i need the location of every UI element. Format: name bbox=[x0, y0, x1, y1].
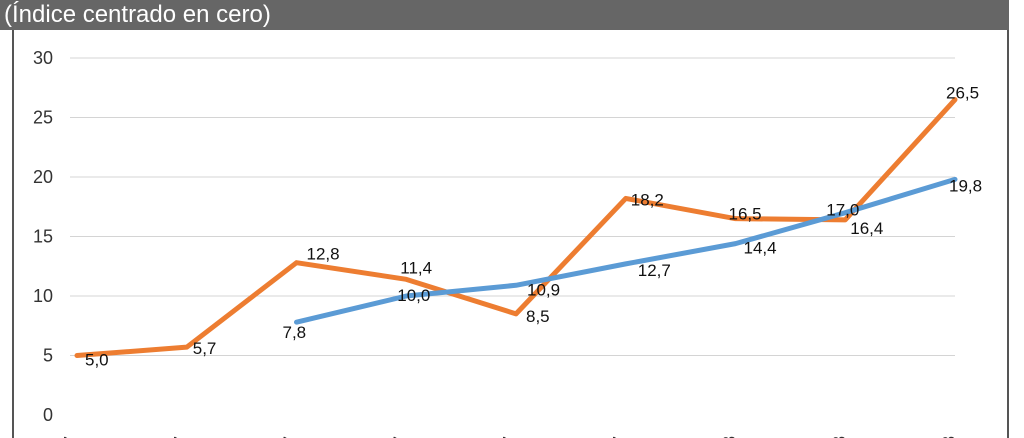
data-label: 10,0 bbox=[397, 286, 430, 305]
x-tick-label: 7 bbox=[500, 436, 520, 438]
y-tick-label: 0 bbox=[43, 405, 53, 425]
data-label: 12,7 bbox=[638, 261, 671, 280]
data-label: 7,8 bbox=[283, 323, 307, 342]
data-label: 12,8 bbox=[307, 245, 340, 264]
gridlines bbox=[70, 57, 955, 356]
data-label: 14,4 bbox=[744, 239, 777, 258]
x-tick-label: 7 bbox=[281, 436, 301, 438]
series-line-0 bbox=[74, 97, 958, 358]
x-axis-tick-labels: 7 7 7 7 7 7 8 8 8 bbox=[61, 436, 959, 438]
data-label: 16,4 bbox=[850, 219, 883, 238]
y-tick-label: 10 bbox=[33, 286, 53, 306]
data-label: 10,9 bbox=[527, 280, 560, 299]
data-label: 5,7 bbox=[193, 339, 217, 358]
data-label: 8,5 bbox=[526, 307, 550, 326]
x-tick-label: 8 bbox=[720, 436, 740, 438]
y-tick-label: 15 bbox=[33, 227, 53, 247]
x-tick-label: 8 bbox=[939, 436, 959, 438]
x-tick-label: 7 bbox=[171, 436, 191, 438]
series-line-1 bbox=[294, 176, 958, 325]
x-tick-label: 7 bbox=[390, 436, 410, 438]
data-label: 19,8 bbox=[949, 176, 982, 195]
y-tick-label: 5 bbox=[43, 346, 53, 366]
chart-title: (Índice centrado en cero) bbox=[0, 0, 1009, 30]
y-tick-label: 30 bbox=[33, 48, 53, 68]
y-axis-tick-labels: 0 5 10 15 20 25 30 bbox=[33, 48, 53, 425]
series-lines bbox=[74, 97, 958, 358]
y-tick-label: 20 bbox=[33, 167, 53, 187]
data-label: 11,4 bbox=[400, 258, 432, 277]
data-label: 26,5 bbox=[946, 84, 979, 103]
data-label: 16,5 bbox=[729, 205, 762, 224]
y-tick-label: 25 bbox=[33, 108, 53, 128]
data-labels: 5,0 5,7 12,8 11,4 8,5 18,2 16,5 16,4 26,5 7,8 10,0… bbox=[85, 84, 982, 370]
data-label: 18,2 bbox=[631, 190, 664, 209]
x-tick-label: 7 bbox=[61, 436, 81, 438]
data-label: 17,0 bbox=[826, 201, 859, 220]
x-tick-label: 8 bbox=[829, 436, 849, 438]
plot-frame bbox=[12, 30, 1009, 438]
x-tick-label: 7 bbox=[610, 436, 630, 438]
data-label: 5,0 bbox=[85, 351, 109, 370]
